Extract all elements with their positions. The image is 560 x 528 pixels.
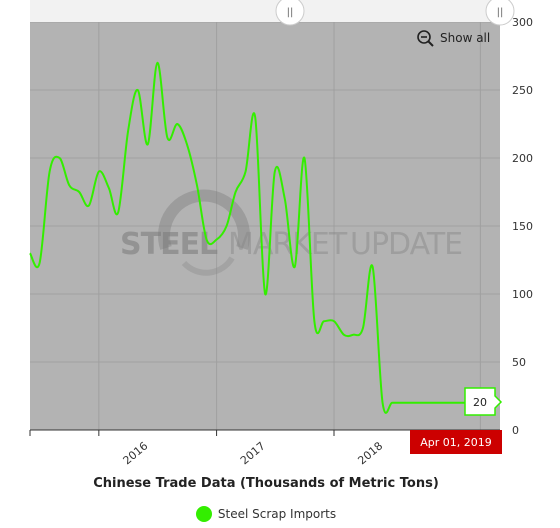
navigator[interactable]: || || [30, 0, 515, 26]
navigator-handle-left[interactable]: || [275, 0, 305, 26]
date-label: Apr 01, 2019 [410, 430, 502, 454]
y-tick-label: 250 [512, 84, 533, 97]
show-all-button[interactable]: Show all [417, 30, 490, 47]
zoom-out-icon [417, 30, 434, 47]
date-label-text: Apr 01, 2019 [420, 436, 492, 449]
y-axis: 0 50 100 150 200 250 300 [512, 16, 533, 437]
navigator-handle-left-label: || [287, 7, 294, 18]
navigator-track[interactable] [30, 0, 500, 22]
watermark-update: UPDATE [350, 227, 462, 262]
y-tick-label: 0 [512, 424, 519, 437]
legend-label: Steel Scrap Imports [217, 507, 337, 521]
watermark-swoosh-icon [158, 189, 250, 276]
legend-marker-icon [195, 506, 212, 522]
y-tick-label: 300 [512, 16, 533, 29]
y-tick-label: 200 [512, 152, 533, 165]
y-tick-label: 150 [512, 220, 533, 233]
chart-title: Chinese Trade Data (Thousands of Metric … [93, 476, 439, 491]
last-value-label: 20 [473, 396, 487, 409]
navigator-handle-right[interactable]: || [485, 0, 515, 26]
last-value-callout: 20 [464, 387, 503, 416]
navigator-handle-right-label: || [497, 7, 504, 18]
y-tick-label: 50 [512, 356, 526, 369]
series-layer [29, 61, 481, 414]
x-tick-label: 2017 [238, 439, 268, 467]
legend-item-steel-scrap-imports[interactable]: Steel Scrap Imports [0, 506, 532, 522]
show-all-label: Show all [440, 31, 490, 45]
watermark-steel: STEEL [120, 227, 218, 262]
series-line-0 [29, 61, 481, 414]
x-tick-label: 2018 [355, 439, 385, 467]
x-tick-label: 2016 [121, 439, 151, 467]
y-tick-label: 100 [512, 288, 533, 301]
